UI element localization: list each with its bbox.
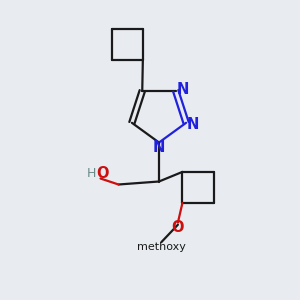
Text: N: N bbox=[176, 82, 188, 97]
Text: O: O bbox=[172, 220, 184, 236]
Text: N: N bbox=[187, 117, 199, 132]
Text: O: O bbox=[96, 166, 109, 181]
Text: N: N bbox=[153, 140, 165, 155]
Text: H: H bbox=[87, 167, 96, 180]
Text: methoxy: methoxy bbox=[137, 242, 186, 253]
